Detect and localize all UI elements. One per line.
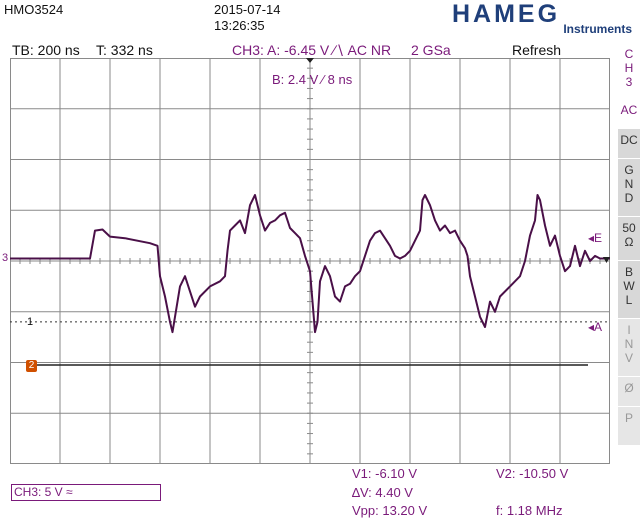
brand-sub: Instruments [563,22,632,36]
sidebar-button-3[interactable]: 50 Ω [618,216,640,263]
mode-label[interactable]: Refresh [512,42,562,58]
ch3-ground-marker: 3 [2,252,9,264]
trigger-position-marker [306,58,314,63]
timebase-label: TB: 200 ns [12,42,80,58]
channel-sidebar: C H 3 AC DC G N D 50 Ω B W L I N V Ø P [618,46,640,520]
marker-e: ◂E [588,231,603,245]
trigger-time-label: T: 332 ns [96,42,153,58]
sample-rate-label: 2 GSa [411,42,451,58]
v2-readout: V2: -10.50 V [496,466,569,481]
cursor1-marker: 1 [27,316,34,328]
freq-readout: f: 1.18 MHz [496,503,563,518]
trigger-level-marker [603,257,610,263]
channel-trigger-label: CH3: A: -6.45 V ∕∖ AC NR [232,42,392,58]
vpp-readout: Vpp: 13.20 V [352,503,428,518]
ch3-scale-box[interactable]: CH3: 5 V ≈ [11,484,161,501]
brand-logo: HAMEG Instruments [452,0,638,40]
sidebar-button-1[interactable]: DC [618,128,640,161]
ch3-trace [10,194,610,334]
sidebar-button-7[interactable]: P [618,406,640,445]
v1-readout: V1: -6.10 V [352,466,418,481]
brand-name: HAMEG [452,0,561,28]
marker-a: ◂A [588,320,603,334]
ref2-marker[interactable]: 2 [26,360,37,372]
model-label: HMO3524 [4,2,64,17]
sidebar-button-0[interactable]: AC [618,98,640,131]
sidebar-button-6[interactable]: Ø [618,376,640,409]
date-label: 2015-07-14 [214,2,281,17]
time-label: 13:26:35 [214,18,265,33]
cursor-b-label: B: 2.4 V ∕ 8 ns [272,72,353,87]
scope-display [10,58,610,464]
dv-readout: ∆V: 4.40 V [352,485,413,500]
